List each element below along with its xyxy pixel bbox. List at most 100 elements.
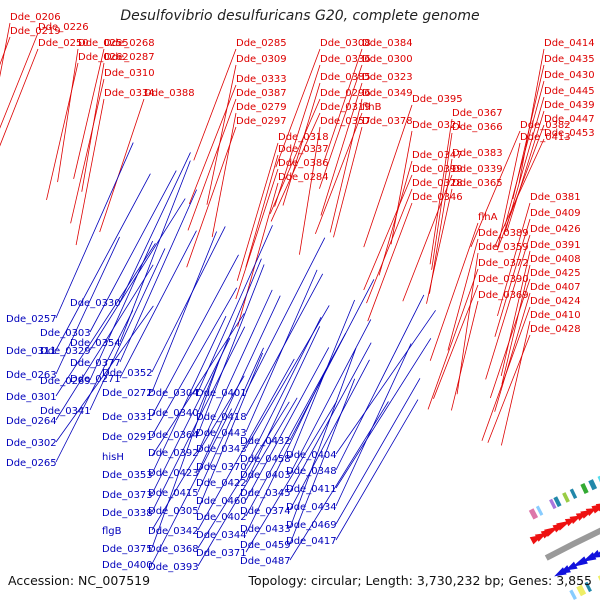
reverse-gene-label[interactable]: Dde_0343 (196, 444, 247, 455)
forward-gene-label[interactable]: Dde_0439 (544, 100, 595, 111)
forward-gene-label[interactable]: Dde_0339 (452, 164, 503, 175)
forward-gene-label[interactable]: Dde_0359 (478, 242, 529, 253)
reverse-gene-label[interactable]: Dde_0345 (240, 488, 291, 499)
forward-gene-label[interactable]: Dde_0250 (38, 38, 89, 49)
forward-gene-label[interactable]: Dde_0387 (236, 88, 287, 99)
reverse-gene-label[interactable]: Dde_0404 (286, 450, 337, 461)
reverse-gene-label[interactable]: Dde_0392 (148, 448, 199, 459)
forward-gene-label[interactable]: Dde_0321 (412, 120, 463, 131)
reverse-gene-label[interactable]: Dde_0415 (148, 488, 199, 499)
forward-gene-label[interactable]: Dde_0391 (530, 240, 581, 251)
forward-gene-label[interactable]: Dde_0226 (38, 22, 89, 33)
forward-gene-label[interactable]: Dde_0367 (452, 108, 503, 119)
forward-gene-label[interactable]: Dde_0346 (412, 192, 463, 203)
forward-gene-label[interactable]: Dde_0384 (362, 38, 413, 49)
reverse-gene-label[interactable]: Dde_0433 (240, 524, 291, 535)
forward-gene-label[interactable]: Dde_0430 (544, 70, 595, 81)
reverse-gene-label[interactable]: Dde_0291 (102, 432, 153, 443)
forward-gene-label[interactable]: Dde_0268 (104, 38, 155, 49)
reverse-gene-label[interactable]: Dde_0423 (148, 468, 199, 479)
reverse-gene-label[interactable]: Dde_0311 (6, 346, 57, 357)
forward-gene-label[interactable]: Dde_0296 (320, 88, 371, 99)
reverse-gene-label[interactable]: Dde_0264 (6, 416, 57, 427)
reverse-gene-label[interactable]: Dde_0348 (286, 466, 337, 477)
reverse-gene-label[interactable]: Dde_0487 (240, 556, 291, 567)
reverse-gene-label[interactable]: Dde_0370 (196, 462, 247, 473)
reverse-gene-label[interactable]: Dde_0352 (102, 368, 153, 379)
reverse-gene-label[interactable]: Dde_0353 (102, 470, 153, 481)
forward-gene-label[interactable]: Dde_0424 (530, 296, 581, 307)
forward-gene-label[interactable]: Dde_0395 (412, 94, 463, 105)
reverse-gene-label[interactable]: Dde_0342 (148, 526, 199, 537)
reverse-gene-label[interactable]: Dde_0434 (286, 502, 337, 513)
reverse-gene-label[interactable]: Dde_0271 (70, 374, 121, 385)
reverse-gene-label[interactable]: Dde_0269 (40, 376, 91, 387)
forward-gene-label[interactable]: Dde_0383 (452, 148, 503, 159)
reverse-gene-label[interactable]: Dde_0301 (6, 392, 57, 403)
forward-gene-label[interactable]: Dde_0323 (362, 72, 413, 83)
reverse-gene-label[interactable]: Dde_0400 (102, 560, 153, 571)
reverse-gene-label[interactable]: Dde_0354 (70, 338, 121, 349)
reverse-gene-label[interactable]: Dde_0257 (6, 314, 57, 325)
forward-gene-label[interactable]: Dde_0297 (236, 116, 287, 127)
forward-gene-label[interactable]: Dde_0425 (530, 268, 581, 279)
forward-gene-label[interactable]: Dde_0388 (144, 88, 195, 99)
reverse-gene-label[interactable]: Dde_0338 (102, 508, 153, 519)
forward-gene-label[interactable]: flhA (478, 212, 498, 223)
reverse-gene-label[interactable]: Dde_0443 (196, 428, 247, 439)
forward-gene-label[interactable]: Dde_0365 (452, 178, 503, 189)
reverse-gene-label[interactable]: Dde_0458 (240, 454, 291, 465)
forward-gene-label[interactable]: Dde_0366 (452, 122, 503, 133)
forward-gene-label[interactable]: Dde_0445 (544, 86, 595, 97)
forward-gene-label[interactable]: Dde_0385 (320, 72, 371, 83)
forward-gene-label[interactable]: Dde_0428 (530, 324, 581, 335)
forward-gene-label[interactable]: Dde_0262 (78, 52, 129, 63)
forward-gene-label[interactable]: Dde_0382 (520, 120, 571, 131)
forward-gene-label[interactable]: Dde_0378 (362, 116, 413, 127)
reverse-gene-label[interactable]: Dde_0401 (196, 388, 247, 399)
reverse-gene-label[interactable]: Dde_0304 (148, 388, 199, 399)
reverse-gene-label[interactable]: Dde_0460 (196, 496, 247, 507)
reverse-gene-label[interactable]: Dde_0422 (196, 478, 247, 489)
forward-gene-label[interactable]: Dde_0219 (10, 26, 61, 37)
reverse-gene-label[interactable]: Dde_0374 (240, 506, 291, 517)
forward-gene-label[interactable]: Dde_0372 (478, 258, 529, 269)
forward-gene-label[interactable]: Dde_0300 (362, 54, 413, 65)
reverse-gene-label[interactable]: Dde_0364 (148, 430, 199, 441)
forward-gene-label[interactable]: Dde_0413 (520, 132, 571, 143)
forward-gene-label[interactable]: Dde_0390 (478, 274, 529, 285)
forward-gene-label[interactable]: Dde_0410 (530, 310, 581, 321)
reverse-gene-label[interactable]: Dde_0432 (240, 436, 291, 447)
forward-gene-label[interactable]: Dde_0319 (320, 102, 371, 113)
reverse-gene-label[interactable]: Dde_0329 (40, 346, 91, 357)
reverse-gene-label[interactable]: Dde_0302 (6, 438, 57, 449)
forward-gene-label[interactable]: Dde_0407 (530, 282, 581, 293)
reverse-gene-label[interactable]: Dde_0303 (40, 328, 91, 339)
reverse-gene-label[interactable]: Dde_0375 (102, 544, 153, 555)
reverse-gene-label[interactable]: Dde_0341 (40, 406, 91, 417)
reverse-gene-label[interactable]: Dde_0331 (102, 412, 153, 423)
reverse-gene-label[interactable]: Dde_0265 (6, 458, 57, 469)
reverse-gene-label[interactable]: Dde_0393 (148, 562, 199, 573)
forward-gene-label[interactable]: Dde_0309 (236, 54, 287, 65)
forward-gene-label[interactable]: Dde_0284 (278, 172, 329, 183)
reverse-gene-label[interactable]: Dde_0402 (196, 512, 247, 523)
forward-gene-label[interactable]: Dde_0408 (530, 254, 581, 265)
forward-gene-label[interactable]: Dde_0414 (544, 38, 595, 49)
forward-gene-label[interactable]: Dde_0206 (10, 12, 61, 23)
reverse-gene-label[interactable]: Dde_0305 (148, 506, 199, 517)
reverse-gene-label[interactable]: Dde_0417 (286, 536, 337, 547)
reverse-gene-label[interactable]: Dde_0469 (286, 520, 337, 531)
forward-gene-label[interactable]: Dde_0399 (412, 164, 463, 175)
forward-gene-label[interactable]: Dde_0435 (544, 54, 595, 65)
reverse-gene-label[interactable]: Dde_0373 (102, 490, 153, 501)
reverse-gene-label[interactable]: Dde_0368 (148, 544, 199, 555)
forward-gene-label[interactable]: Dde_0336 (320, 54, 371, 65)
reverse-gene-label[interactable]: Dde_0377 (70, 358, 121, 369)
reverse-gene-label[interactable]: Dde_0340 (148, 408, 199, 419)
reverse-gene-label[interactable]: Dde_0403 (240, 470, 291, 481)
reverse-gene-label[interactable]: hisH (102, 452, 124, 463)
forward-gene-label[interactable]: Dde_0308 (320, 38, 371, 49)
forward-gene-label[interactable]: Dde_0255 (78, 38, 129, 49)
forward-gene-label[interactable]: Dde_0349 (362, 88, 413, 99)
